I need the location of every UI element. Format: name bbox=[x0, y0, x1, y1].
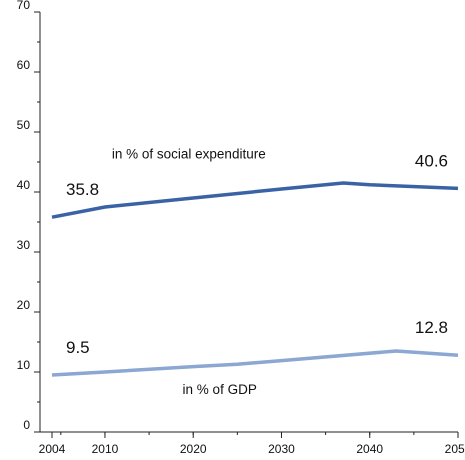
series-name-label: in % of GDP bbox=[183, 382, 257, 397]
series-line-0 bbox=[51, 181, 459, 219]
label-layer: 35.8 40.6 in % of social expenditure 9.5 12.… bbox=[66, 146, 448, 397]
y-tick-label: 20 bbox=[17, 298, 31, 312]
series-name-label: in % of social expenditure bbox=[112, 146, 266, 161]
series-line-1 bbox=[51, 349, 459, 377]
x-tick-label: 2030 bbox=[268, 442, 295, 456]
y-axis: 0 10 20 30 40 50 60 70 bbox=[17, 0, 41, 433]
x-axis: 2004 2010 2020 2030 2040 2050 bbox=[39, 431, 465, 456]
y-tick-label: 0 bbox=[23, 418, 30, 432]
y-tick-label: 50 bbox=[17, 118, 31, 132]
x-tick-label: 2004 bbox=[39, 442, 66, 456]
x-tick-label: 2010 bbox=[92, 442, 119, 456]
series-start-value-label: 9.5 bbox=[66, 338, 90, 357]
x-tick-label: 2020 bbox=[180, 442, 207, 456]
x-tick-label: 2040 bbox=[356, 442, 383, 456]
series-end-value-label: 12.8 bbox=[415, 318, 448, 337]
y-tick-label: 70 bbox=[17, 0, 31, 12]
y-tick-label: 40 bbox=[17, 178, 31, 192]
series-end-value-label: 40.6 bbox=[415, 151, 448, 170]
y-tick-label: 60 bbox=[17, 58, 31, 72]
y-tick-label: 30 bbox=[17, 238, 31, 252]
x-tick-label: 2050 bbox=[445, 442, 465, 456]
series-start-value-label: 35.8 bbox=[66, 180, 99, 199]
series-layer bbox=[51, 181, 459, 377]
y-tick-label: 10 bbox=[17, 358, 31, 372]
